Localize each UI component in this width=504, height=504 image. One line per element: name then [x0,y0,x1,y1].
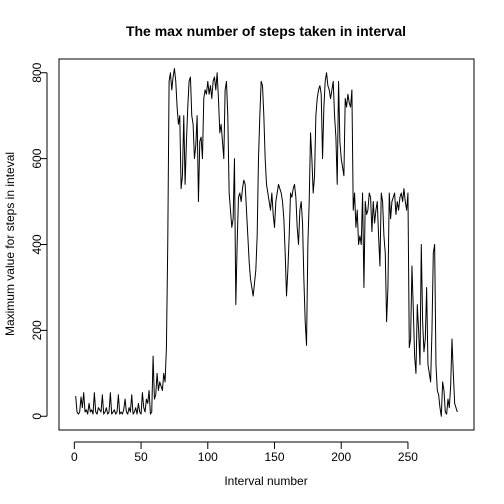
x-tick-label: 250 [398,450,418,464]
y-tick-label: 0 [30,413,44,420]
series-line-0 [75,67,458,417]
x-tick-label: 150 [264,450,284,464]
y-tick-label: 200 [30,320,44,340]
plot-frame [58,58,475,431]
x-tick-label: 0 [71,450,78,464]
y-tick-label: 600 [30,148,44,168]
x-tick-label: 100 [198,450,218,464]
chart-title: The max number of steps taken in interva… [126,23,406,39]
y-axis: 0 200 400 600 800 [30,62,48,420]
y-tick-label: 800 [30,62,44,82]
x-tick-label: 50 [134,450,148,464]
x-axis: 0 50 100 150 200 250 [71,441,418,464]
y-tick-label: 400 [30,234,44,254]
x-axis-label: Interval number [224,474,307,488]
series-layer [75,67,458,417]
x-tick-label: 200 [331,450,351,464]
y-axis-label: Maximum value for steps in inteval [3,152,17,336]
